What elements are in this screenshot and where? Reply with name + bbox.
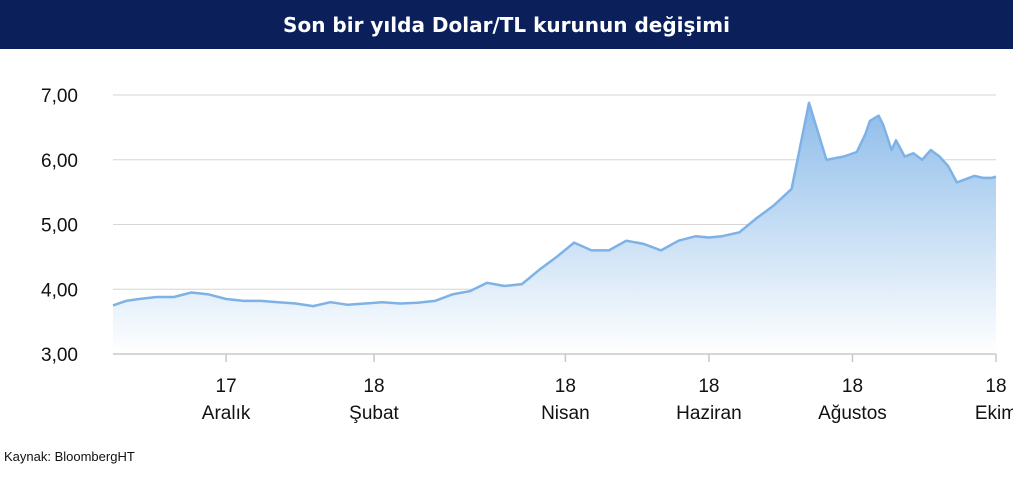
source-note: Kaynak: BloombergHT bbox=[4, 449, 135, 464]
x-tick-year: 18 bbox=[985, 376, 1006, 397]
series-area bbox=[112, 101, 997, 354]
area-chart: 3,00 4,00 5,00 6,00 7,00 17 Aralık 18 Şubat 18 Ni… bbox=[41, 86, 1013, 424]
x-tick-year: 18 bbox=[555, 376, 576, 397]
x-tick-month: Aralık bbox=[202, 403, 251, 424]
y-tick-label: 7,00 bbox=[41, 86, 78, 107]
y-tick-label: 4,00 bbox=[41, 280, 78, 301]
area-fill bbox=[113, 102, 996, 354]
y-tick-label: 3,00 bbox=[41, 345, 78, 366]
x-tick-month: Ağustos bbox=[818, 403, 887, 424]
x-tick-month: Ekim bbox=[975, 403, 1013, 424]
chart-title-bar: Son bir yılda Dolar/TL kurunun değişimi bbox=[0, 0, 1013, 49]
x-tick-year: 17 bbox=[216, 376, 237, 397]
x-axis: 17 Aralık 18 Şubat 18 Nisan 18 Haziran 18 Ağustos… bbox=[113, 353, 1013, 424]
y-axis-ticks: 3,00 4,00 5,00 6,00 7,00 bbox=[41, 86, 78, 366]
x-tick-month: Nisan bbox=[541, 403, 590, 424]
x-tick-month: Haziran bbox=[676, 403, 741, 424]
y-tick-label: 6,00 bbox=[41, 151, 78, 172]
x-tick-month: Şubat bbox=[349, 403, 399, 424]
x-tick-year: 18 bbox=[842, 376, 863, 397]
x-tick-year: 18 bbox=[363, 376, 384, 397]
x-tick-year: 18 bbox=[698, 376, 719, 397]
y-tick-label: 5,00 bbox=[41, 216, 78, 237]
series-line bbox=[112, 101, 997, 308]
chart-title: Son bir yılda Dolar/TL kurunun değişimi bbox=[283, 12, 730, 37]
